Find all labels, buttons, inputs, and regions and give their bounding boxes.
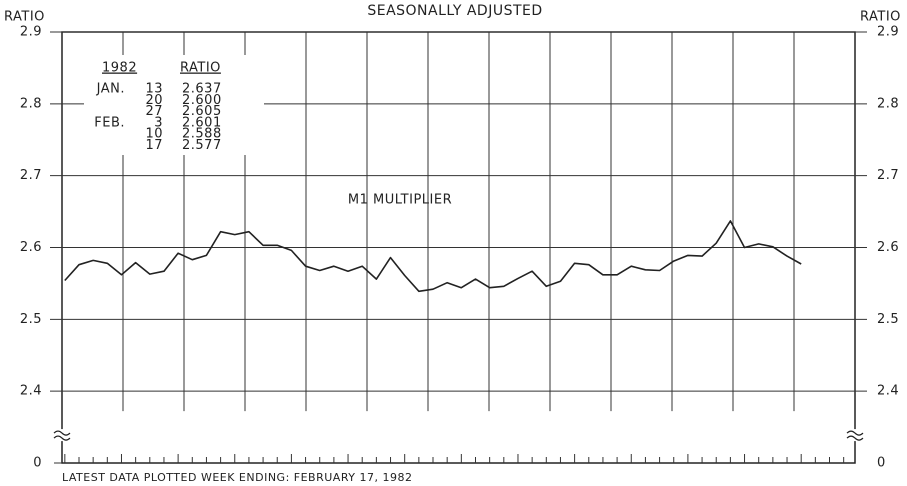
axis-break-gap [54,429,70,442]
inset-cell: 10 [145,127,163,142]
y2-tick-label: 2.5 [877,312,899,327]
inset-header: 1982 [102,61,137,76]
chart-title: SEASONALLY ADJUSTED [367,3,542,19]
axis-break [846,430,864,441]
inset-header: RATIO [180,61,221,76]
inset-cell: 2.600 [182,93,222,108]
data-line [64,220,802,293]
y2-tick-label: 2.8 [877,96,899,111]
y2-tick-label: 2.6 [877,240,899,255]
inset-cell: 2.577 [182,138,222,153]
inset-cell: 27 [145,104,163,119]
y-tick-label: 2.8 [20,96,42,111]
footnote: LATEST DATA PLOTTED WEEK ENDING: FEBRUAR… [62,471,412,484]
inset-cell: 2.605 [182,104,222,119]
y-tick-label: 0 [33,456,42,471]
y2-tick-label: 0 [877,456,886,471]
inset-cell: FEB. [94,115,125,130]
inset-cell: 20 [145,93,163,108]
inset-cell: 13 [145,82,163,97]
inset-cell: 17 [145,138,163,153]
inset-cell: 2.588 [182,127,222,142]
y2-tick-label: 2.9 [877,25,899,40]
inset-background [84,55,264,155]
y-tick-label: 2.9 [20,25,42,40]
inset-cell: 3 [154,115,163,130]
inset-cell: JAN. [96,82,125,97]
axis-break [53,430,71,441]
y-axis-label: RATIO [4,10,45,25]
annotation: M1 MULTIPLIER [348,193,452,208]
y-tick-label: 2.5 [20,312,42,327]
y-tick-label: 2.4 [20,384,42,399]
y2-tick-label: 2.4 [877,384,899,399]
axis-break-gap [847,429,863,442]
y2-tick-label: 2.7 [877,168,899,183]
inset-cell: 2.637 [182,82,222,97]
inset-cell: 2.601 [182,115,222,130]
y-tick-label: 2.6 [20,240,42,255]
y2-axis-label: RATIO [860,10,901,25]
y-tick-label: 2.7 [20,168,42,183]
